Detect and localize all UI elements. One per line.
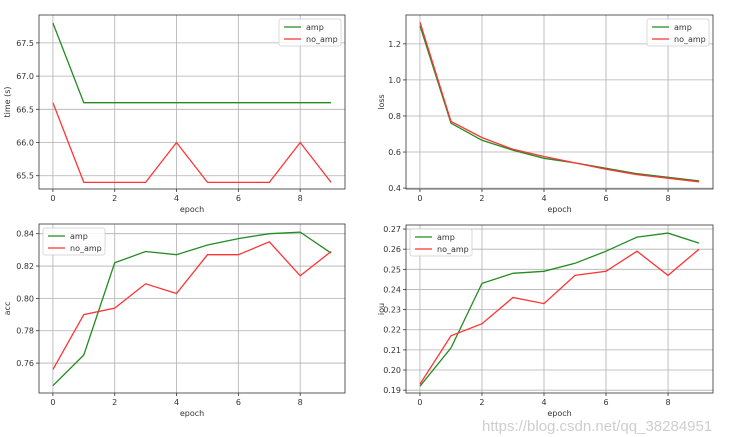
y-tick-label: 0.78 [16, 327, 34, 336]
y-tick-label: 0.82 [16, 262, 34, 271]
y-tick-label: 0.8 [388, 112, 401, 121]
y-tick-label: 1.0 [388, 76, 401, 85]
axes-frame [38, 14, 346, 190]
x-axis-label: epoch [547, 205, 571, 214]
legend-label-amp: amp [70, 232, 88, 241]
x-tick-label: 0 [417, 194, 422, 203]
y-tick-label: 67.5 [16, 39, 34, 48]
y-tick-label: 0.4 [388, 184, 401, 193]
subplot-loss: 0 2 4 6 8 0.4 0.6 0.8 1.0 1.2 epoch loss amp no_amp [377, 14, 714, 214]
y-tick-label: 0.26 [383, 245, 401, 254]
x-tick-label: 4 [541, 398, 546, 407]
y-tick-label: 0.27 [383, 225, 401, 234]
x-tick-label: 8 [665, 398, 670, 407]
series-line-no_amp [419, 22, 700, 183]
legend-label-no_amp: no_amp [674, 35, 706, 44]
y-axis-label: acc [3, 302, 12, 316]
watermark: https://blog.csdn.net/qq_38284951 [482, 418, 713, 435]
axes-frame [405, 14, 714, 190]
x-tick-label: 8 [298, 194, 303, 203]
y-tick-label: 66.5 [16, 105, 34, 114]
y-axis-label: time (s) [3, 86, 12, 117]
y-tick-label: 0.6 [388, 148, 401, 157]
subplot-time: 0 2 4 6 8 65.5 66.0 66.5 67.0 67.5 epoch time (s) am… [3, 14, 346, 214]
series-line-no_amp [52, 241, 332, 370]
subplot-iou: 0 2 4 6 8 0.19 0.20 0.21 0.22 0.23 0.24 0.25 0.26 0.2… [377, 224, 714, 418]
x-tick-label: 6 [603, 398, 608, 407]
y-tick-label: 65.5 [16, 172, 34, 181]
legend: amp no_amp [646, 18, 710, 47]
x-tick-label: 2 [112, 194, 117, 203]
y-tick-label: 0.84 [16, 230, 34, 239]
x-tick-label: 4 [541, 194, 546, 203]
y-tick-label: 0.24 [383, 285, 401, 294]
y-tick-label: 1.2 [388, 40, 401, 49]
axes-frame [405, 224, 714, 394]
x-tick-label: 6 [236, 194, 241, 203]
y-tick-label: 0.25 [383, 265, 401, 274]
legend-label-amp: amp [437, 233, 455, 242]
y-tick-label: 66.0 [16, 139, 34, 148]
y-tick-label: 0.76 [16, 359, 34, 368]
subplot-acc: 0 2 4 6 8 0.76 0.78 0.80 0.82 0.84 epoch acc amp no_a… [3, 223, 346, 418]
axes-frame [38, 223, 346, 394]
legend-label-no_amp: no_amp [437, 245, 469, 254]
y-tick-label: 0.80 [16, 294, 34, 303]
y-tick-label: 0.23 [383, 306, 401, 315]
y-axis-label: loss [377, 94, 386, 109]
x-tick-label: 8 [298, 398, 303, 407]
x-axis-label: epoch [547, 409, 571, 418]
legend-label-amp: amp [674, 23, 692, 32]
x-tick-label: 6 [236, 398, 241, 407]
legend-label-no_amp: no_amp [306, 35, 338, 44]
y-tick-label: 67.0 [16, 72, 34, 81]
x-tick-label: 2 [479, 194, 484, 203]
legend: amp no_amp [278, 18, 342, 47]
x-tick-label: 4 [174, 194, 179, 203]
y-tick-label: 0.19 [383, 386, 401, 395]
x-tick-label: 6 [603, 194, 608, 203]
x-axis-label: epoch [180, 205, 204, 214]
series-line-amp [419, 232, 700, 387]
legend: amp no_amp [409, 228, 473, 257]
x-tick-label: 2 [479, 398, 484, 407]
x-tick-label: 8 [665, 194, 670, 203]
x-tick-label: 0 [417, 398, 422, 407]
series-line-no_amp [52, 102, 332, 184]
x-tick-label: 0 [50, 398, 55, 407]
y-tick-label: 0.21 [383, 346, 401, 355]
x-tick-label: 0 [50, 194, 55, 203]
x-tick-label: 4 [174, 398, 179, 407]
series-line-amp [52, 231, 332, 387]
x-tick-label: 2 [112, 398, 117, 407]
series-line-amp [419, 25, 700, 182]
y-tick-label: 0.20 [383, 366, 401, 375]
legend-label-amp: amp [306, 23, 324, 32]
legend: amp no_amp [42, 227, 106, 256]
series-line-amp [52, 22, 332, 104]
x-axis-label: epoch [180, 409, 204, 418]
y-tick-label: 0.22 [383, 326, 401, 335]
y-axis-label: iou [377, 303, 386, 315]
legend-label-no_amp: no_amp [70, 244, 102, 253]
series-line-no_amp [419, 248, 700, 385]
